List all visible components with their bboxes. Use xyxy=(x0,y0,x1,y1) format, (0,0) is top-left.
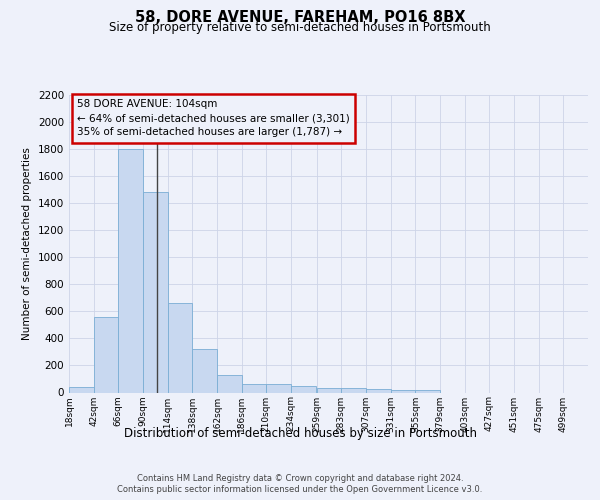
Bar xyxy=(242,384,266,392)
Bar xyxy=(69,387,94,392)
Text: 58, DORE AVENUE, FAREHAM, PO16 8BX: 58, DORE AVENUE, FAREHAM, PO16 8BX xyxy=(135,10,465,25)
Bar xyxy=(143,192,167,392)
Bar xyxy=(341,388,366,392)
Bar xyxy=(266,384,291,392)
Bar xyxy=(193,348,217,393)
Text: Distribution of semi-detached houses by size in Portsmouth: Distribution of semi-detached houses by … xyxy=(124,428,476,440)
Text: Contains public sector information licensed under the Open Government Licence v3: Contains public sector information licen… xyxy=(118,485,482,494)
Bar xyxy=(118,149,143,392)
Bar xyxy=(217,375,242,392)
Y-axis label: Number of semi-detached properties: Number of semi-detached properties xyxy=(22,148,32,340)
Text: Size of property relative to semi-detached houses in Portsmouth: Size of property relative to semi-detach… xyxy=(109,21,491,34)
Text: Contains HM Land Registry data © Crown copyright and database right 2024.: Contains HM Land Registry data © Crown c… xyxy=(137,474,463,483)
Bar xyxy=(291,386,316,392)
Bar xyxy=(94,317,118,392)
Text: 58 DORE AVENUE: 104sqm
← 64% of semi-detached houses are smaller (3,301)
35% of : 58 DORE AVENUE: 104sqm ← 64% of semi-det… xyxy=(77,100,350,138)
Bar xyxy=(391,390,415,392)
Bar xyxy=(317,388,341,392)
Bar xyxy=(167,303,193,392)
Bar xyxy=(415,390,440,392)
Bar xyxy=(366,389,391,392)
